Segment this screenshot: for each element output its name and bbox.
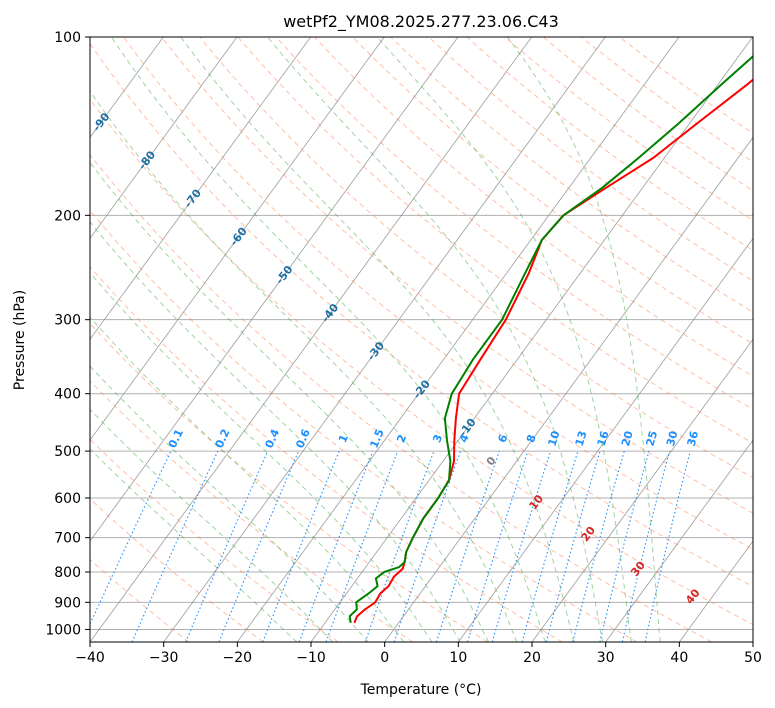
grid-layer: 0.10.20.40.611.52346810131620253036-100-… <box>90 37 753 642</box>
mixing-ratio-line <box>491 450 552 642</box>
temperature-profile <box>353 78 753 624</box>
y-tick-label: 1000 <box>45 622 81 638</box>
y-tick-label: 100 <box>54 30 81 46</box>
mixing-ratio-label: 4 <box>457 432 472 444</box>
mixing-ratio-label: 6 <box>496 433 511 445</box>
y-tick-label: 200 <box>54 208 81 224</box>
isotherm-10 <box>457 237 753 642</box>
moist-adiabat <box>506 37 661 642</box>
mixing-ratio-label: 30 <box>664 429 681 448</box>
dry-adiabat <box>90 558 190 642</box>
isotherm--70 <box>90 37 312 341</box>
mixing-ratio-line <box>393 450 462 642</box>
mixing-ratio-line <box>185 450 269 642</box>
dry-adiabat <box>90 153 712 642</box>
moist-adiabat <box>376 37 632 642</box>
mixing-ratio-label: 20 <box>619 429 636 448</box>
mixing-ratio-line <box>325 450 399 642</box>
mixing-ratio-label: 13 <box>573 429 590 448</box>
y-tick-label: 400 <box>54 387 81 403</box>
dewpoint-profile <box>348 55 753 624</box>
dry-adiabat <box>123 37 753 551</box>
mixing-ratio-line <box>572 450 625 642</box>
mixing-ratio-line <box>599 450 650 642</box>
moist-adiabat <box>90 448 298 642</box>
isotherm--50 <box>90 37 459 542</box>
y-tick-label: 300 <box>54 313 81 329</box>
mixing-ratio-line <box>466 450 529 642</box>
moist-adiabat <box>90 90 518 642</box>
dry-adiabat <box>199 37 753 479</box>
dry-adiabat <box>90 42 753 588</box>
y-tick-label: 800 <box>54 565 81 581</box>
mixing-ratio-label: 10 <box>545 429 562 448</box>
moist-adiabat <box>90 408 334 642</box>
isotherm--80 <box>90 37 238 240</box>
mixing-ratio-line <box>545 450 601 642</box>
moist-adiabat <box>90 272 433 642</box>
mixing-ratio-line <box>435 450 500 642</box>
dry-adiabat <box>390 37 753 313</box>
isotherm-30 <box>605 439 753 642</box>
mixing-ratio-line <box>131 450 219 642</box>
x-tick-label: 30 <box>597 650 615 666</box>
mixing-ratio-label: 16 <box>595 429 612 448</box>
mixing-ratio-line <box>298 450 374 642</box>
mixing-ratio-line <box>262 450 340 642</box>
mixing-ratio-line <box>218 450 300 642</box>
isotherm--40 <box>90 37 533 642</box>
dry-adiabat <box>237 37 753 444</box>
chart-title: wetPf2_YM08.2025.277.23.06.C43 <box>283 12 559 32</box>
mixing-ratio-line <box>521 450 579 642</box>
mixing-ratio-line <box>621 450 671 642</box>
mixing-ratio-label: 25 <box>644 429 661 447</box>
dry-adiabat <box>313 37 753 377</box>
mixing-ratio-label: 2 <box>394 433 409 445</box>
y-axis-label: Pressure (hPa) <box>12 290 28 390</box>
plot-frame <box>89 36 754 643</box>
x-tick-label: 10 <box>449 650 467 666</box>
x-tick-label: −30 <box>149 650 179 666</box>
dry-adiabat <box>90 380 414 642</box>
moist-adiabat <box>90 161 489 642</box>
moist-adiabat <box>110 37 546 642</box>
x-tick-label: −20 <box>223 650 253 666</box>
dry-adiabat <box>90 265 563 642</box>
isotherm--30 <box>163 37 606 642</box>
y-tick-label: 500 <box>54 444 81 460</box>
x-tick-label: −40 <box>75 650 105 666</box>
y-tick-label: 900 <box>54 595 81 611</box>
mixing-ratio-label: 8 <box>524 433 539 444</box>
moist-adiabat <box>180 37 575 642</box>
x-tick-label: −10 <box>296 650 326 666</box>
y-tick-label: 600 <box>54 491 81 507</box>
mixing-ratio-label: 36 <box>685 429 702 447</box>
x-tick-label: 0 <box>380 650 389 666</box>
moist-adiabat <box>90 316 405 642</box>
mixing-ratio-line <box>364 450 435 642</box>
dry-adiabat <box>90 98 753 626</box>
dry-adiabat <box>90 209 638 642</box>
isotherm--60 <box>90 37 385 441</box>
dry-adiabat <box>90 322 488 642</box>
x-tick-label: 20 <box>523 650 541 666</box>
x-tick-label: 40 <box>670 650 688 666</box>
mixing-ratio-label: 3 <box>430 433 445 445</box>
mixing-ratio-line <box>644 450 691 642</box>
x-tick-label: 50 <box>744 650 762 666</box>
axis-layer: −40 −30 −20 −10 0 10 20 30 40 50 100 200 300 400 500 60… <box>45 30 762 666</box>
isotherm--20 <box>236 37 680 642</box>
x-axis-label: Temperature (°C) <box>360 682 482 698</box>
data-layer <box>348 55 753 624</box>
y-tick-label: 700 <box>54 531 81 547</box>
